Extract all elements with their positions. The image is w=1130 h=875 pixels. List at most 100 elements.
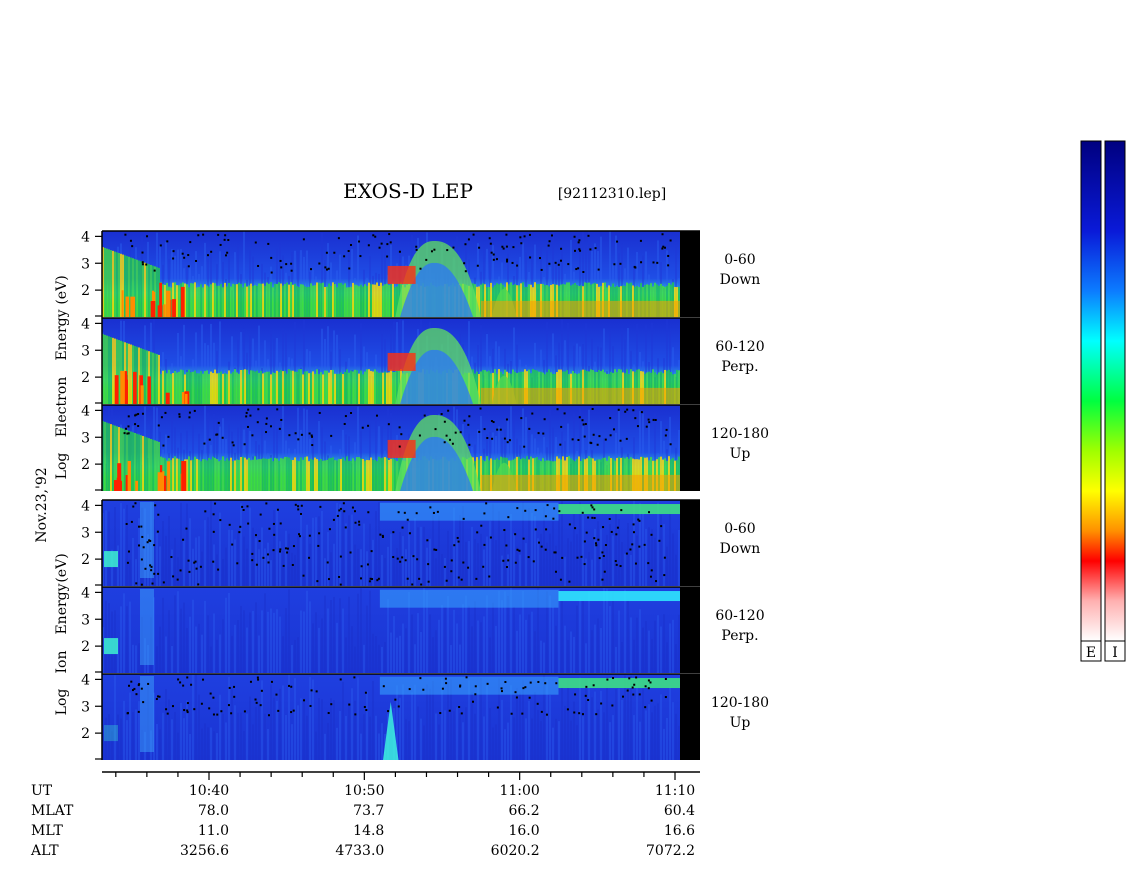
texture-streak bbox=[411, 614, 413, 673]
flux-band bbox=[486, 456, 488, 491]
flux-streak bbox=[157, 305, 163, 317]
noise-speckle bbox=[408, 532, 411, 535]
noise-speckle bbox=[208, 707, 211, 710]
y-tick-label: 3 bbox=[81, 343, 90, 359]
texture-streak bbox=[429, 538, 431, 586]
flux-band bbox=[670, 284, 672, 317]
flux-band bbox=[212, 373, 214, 404]
texture-streak bbox=[648, 630, 650, 673]
noise-speckle bbox=[515, 696, 518, 699]
flux-band bbox=[196, 458, 198, 491]
flux-band bbox=[318, 282, 320, 317]
flux-band bbox=[382, 457, 384, 491]
texture-streak bbox=[495, 724, 497, 760]
texture-streak bbox=[357, 593, 359, 673]
noise-speckle bbox=[319, 505, 322, 508]
noise-speckle bbox=[412, 555, 415, 558]
flux-band bbox=[116, 252, 118, 317]
flux-band bbox=[612, 458, 614, 491]
flux-band bbox=[332, 282, 334, 317]
noise-speckle bbox=[367, 424, 370, 427]
texture-streak bbox=[522, 502, 524, 586]
flux-band bbox=[104, 421, 106, 491]
noise-speckle bbox=[135, 693, 138, 696]
texture-streak bbox=[666, 546, 668, 586]
texture-streak bbox=[303, 408, 305, 491]
flux-band bbox=[394, 287, 396, 317]
texture-streak bbox=[150, 730, 152, 760]
ion-spike bbox=[382, 702, 399, 760]
flux-band bbox=[378, 372, 380, 404]
noise-speckle bbox=[443, 565, 446, 568]
noise-speckle bbox=[594, 542, 597, 545]
noise-speckle bbox=[308, 556, 311, 559]
flux-band bbox=[164, 458, 166, 491]
flux-band bbox=[340, 372, 342, 404]
texture-streak bbox=[186, 628, 188, 673]
texture-streak bbox=[417, 706, 419, 760]
flux-band bbox=[370, 370, 372, 404]
flux-band bbox=[246, 459, 248, 491]
texture-streak bbox=[210, 500, 212, 586]
flux-band bbox=[270, 282, 272, 317]
flux-band bbox=[262, 458, 264, 491]
flux-band bbox=[382, 285, 384, 317]
noise-speckle bbox=[367, 244, 370, 247]
texture-streak bbox=[498, 426, 500, 491]
noise-speckle bbox=[579, 249, 582, 252]
flux-band bbox=[380, 372, 382, 404]
noise-speckle bbox=[548, 262, 551, 265]
noise-speckle bbox=[656, 261, 659, 264]
texture-streak bbox=[123, 508, 125, 586]
noise-speckle bbox=[232, 444, 235, 447]
texture-streak bbox=[381, 554, 383, 586]
noise-speckle bbox=[369, 577, 372, 580]
texture-streak bbox=[294, 639, 296, 673]
texture-streak bbox=[597, 521, 599, 586]
flux-band bbox=[190, 460, 192, 491]
flux-band bbox=[104, 334, 106, 404]
texture-streak bbox=[363, 523, 365, 586]
flux-band bbox=[220, 460, 222, 491]
texture-streak bbox=[312, 679, 314, 760]
texture-streak bbox=[642, 255, 644, 317]
texture-streak bbox=[384, 642, 386, 673]
flux-band bbox=[270, 374, 272, 404]
flux-band bbox=[330, 285, 332, 317]
texture-streak bbox=[594, 243, 596, 317]
texture-streak bbox=[354, 544, 356, 586]
texture-streak bbox=[609, 524, 611, 586]
noise-speckle bbox=[667, 264, 670, 267]
texture-streak bbox=[240, 503, 242, 586]
texture-streak bbox=[600, 690, 602, 760]
noise-speckle bbox=[372, 234, 375, 237]
texture-streak bbox=[552, 607, 554, 673]
flux-band bbox=[318, 374, 320, 404]
flux-band bbox=[298, 461, 300, 491]
noise-speckle bbox=[185, 527, 188, 530]
texture-streak bbox=[198, 694, 200, 760]
noise-speckle bbox=[488, 237, 491, 240]
texture-streak bbox=[348, 703, 350, 760]
flux-band bbox=[658, 457, 660, 491]
noise-speckle bbox=[278, 427, 281, 430]
texture-streak bbox=[198, 536, 200, 586]
texture-streak bbox=[207, 413, 209, 491]
flux-band bbox=[558, 458, 560, 491]
noise-speckle bbox=[576, 556, 579, 559]
texture-streak bbox=[225, 722, 227, 760]
noise-speckle bbox=[544, 548, 547, 551]
texture-streak bbox=[579, 242, 581, 317]
texture-streak bbox=[426, 684, 428, 760]
flux-band bbox=[326, 370, 328, 404]
time-ut-value: 11:10 bbox=[655, 783, 695, 799]
noise-speckle bbox=[663, 574, 666, 577]
texture-streak bbox=[573, 513, 575, 586]
flux-band bbox=[618, 369, 620, 404]
y-tick-label: 4 bbox=[81, 585, 90, 601]
texture-streak bbox=[621, 699, 623, 760]
flux-band bbox=[144, 262, 146, 317]
flux-band bbox=[476, 457, 478, 491]
texture-streak bbox=[261, 680, 263, 760]
